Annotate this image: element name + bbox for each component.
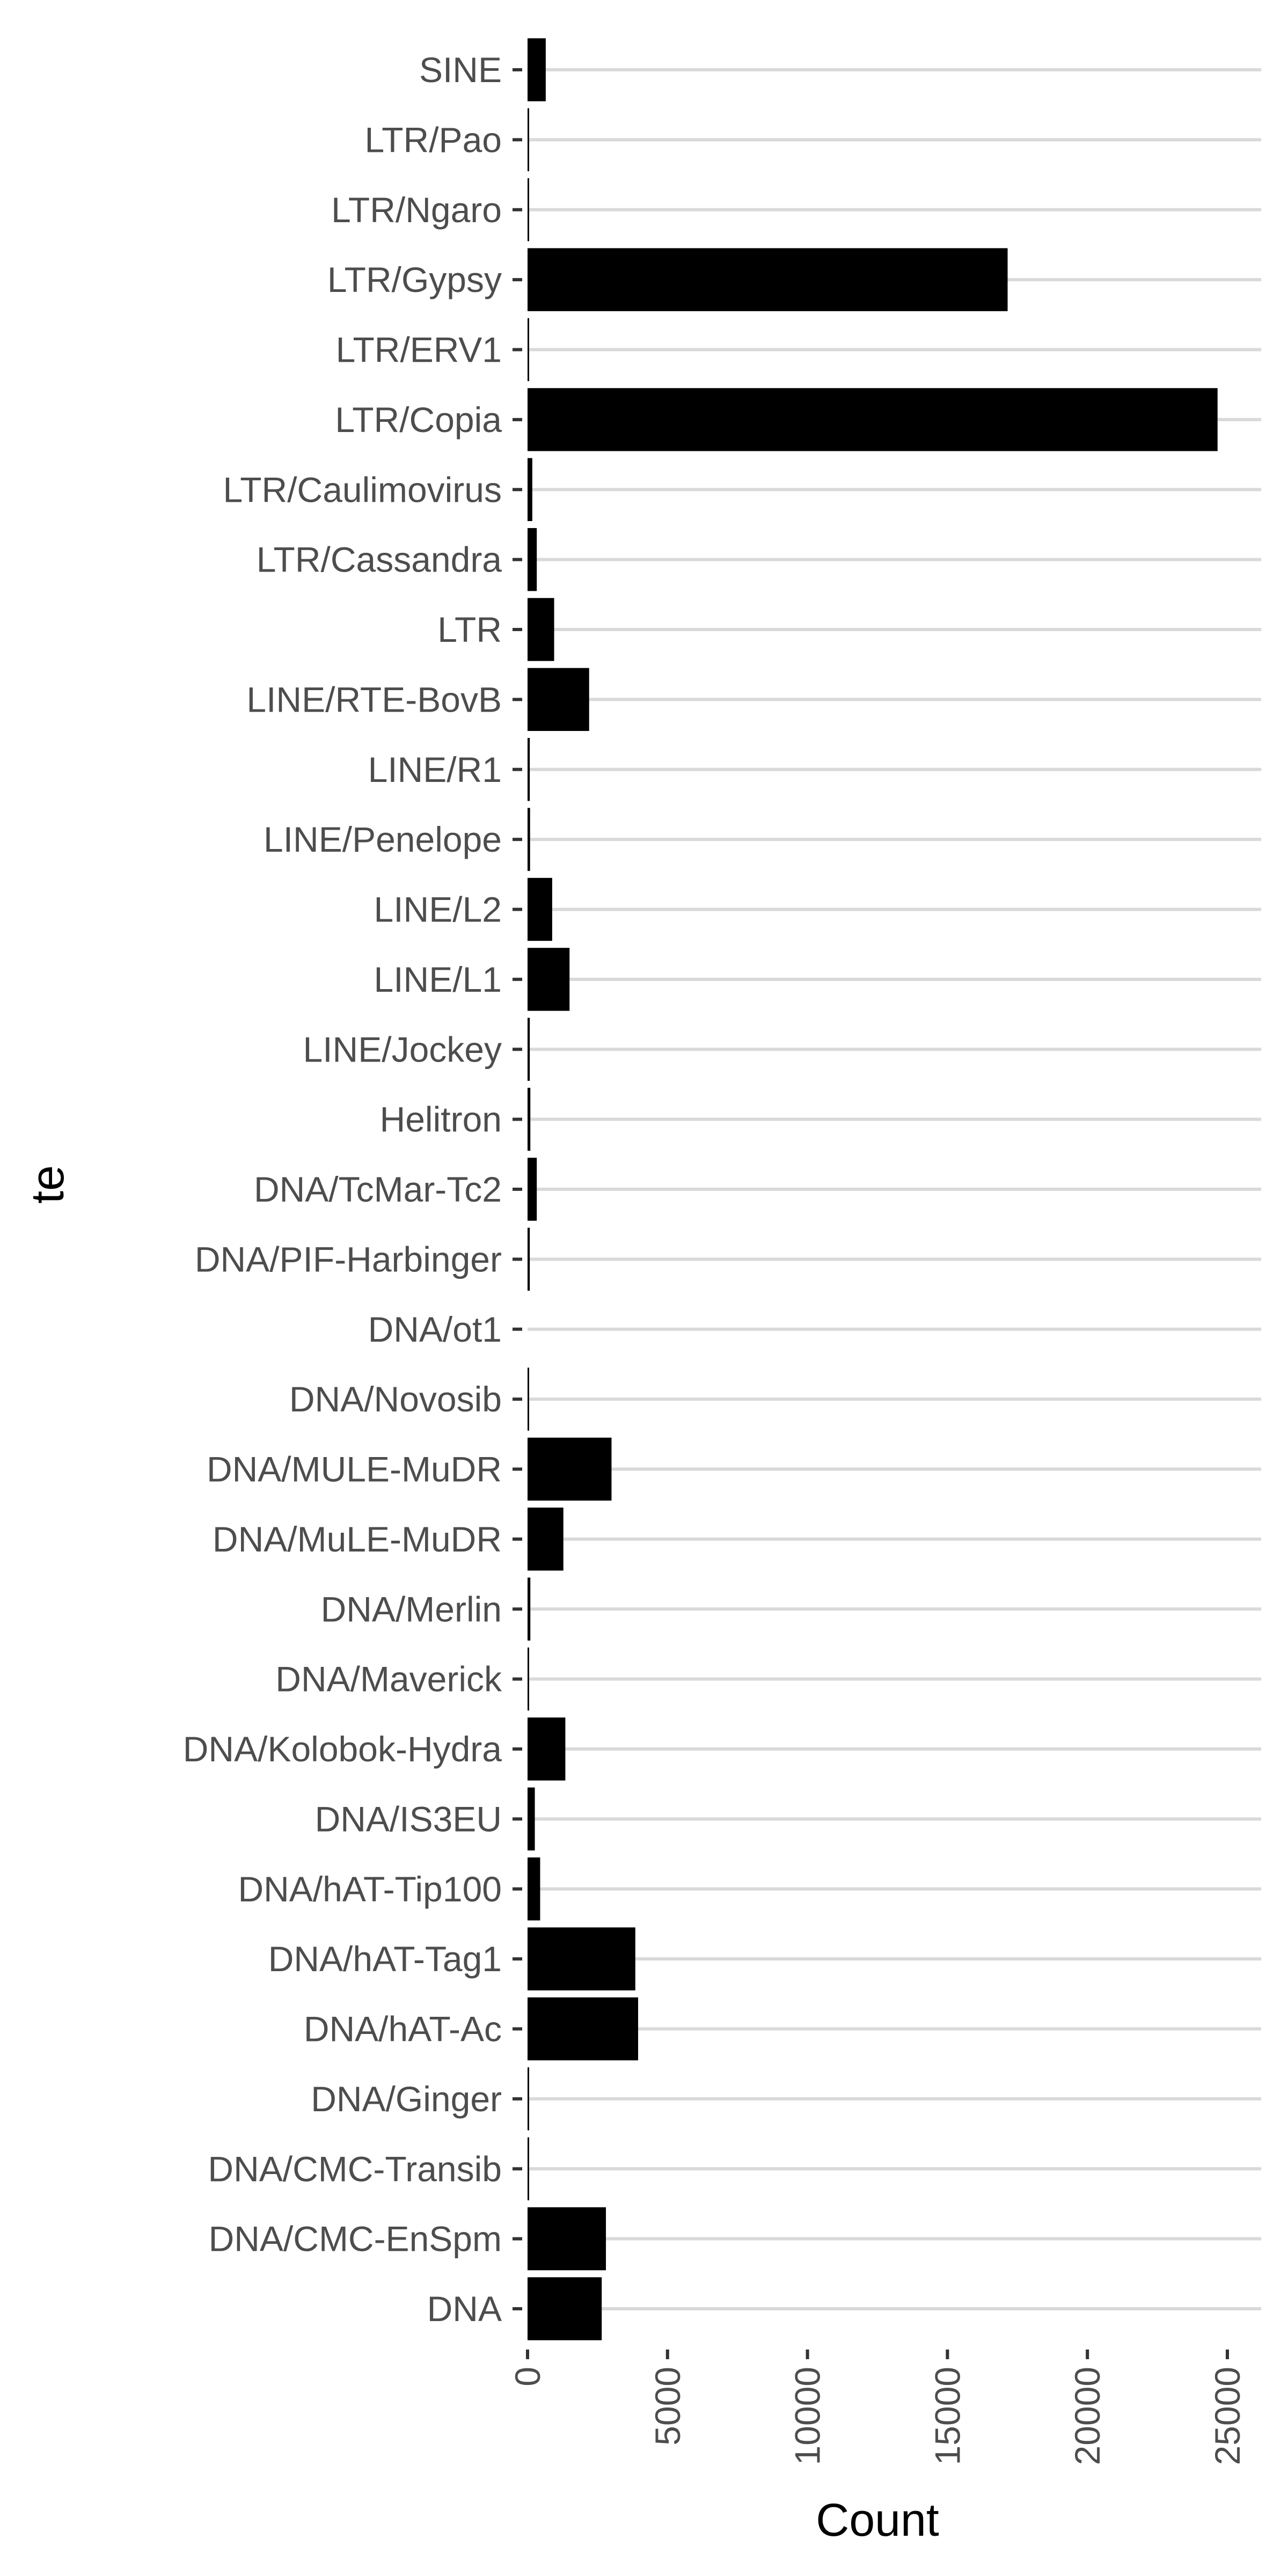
bar-line-penelope bbox=[528, 808, 530, 871]
y-tick-label: DNA/IS3EU bbox=[315, 1799, 502, 1839]
x-tick-label: 5000 bbox=[648, 2367, 687, 2446]
y-tick-label: DNA/MULE-MuDR bbox=[207, 1450, 502, 1489]
y-tick-label: DNA/Novosib bbox=[289, 1379, 502, 1419]
bar-dna-hat-ac bbox=[528, 1997, 639, 2061]
bar-dna-kolobok-hydra bbox=[528, 1717, 566, 1781]
bar-ltr-caulimovirus bbox=[528, 458, 532, 521]
y-axis-title: te bbox=[22, 1165, 74, 1204]
bar-dna-novosib bbox=[528, 1367, 529, 1431]
y-tick-label: LINE/Penelope bbox=[264, 819, 502, 859]
y-tick-label: LTR/Gypsy bbox=[327, 260, 502, 299]
bar-line-l2 bbox=[528, 877, 552, 941]
bars bbox=[528, 38, 1218, 2340]
bar-dna-merlin bbox=[528, 1577, 531, 1641]
y-tick-label: LTR/ERV1 bbox=[336, 330, 502, 370]
y-tick-label: DNA/Ginger bbox=[311, 2079, 502, 2119]
y-tick-label: DNA/TcMar-Tc2 bbox=[254, 1169, 502, 1209]
bar-dna-hat-tag1 bbox=[528, 1927, 635, 1990]
x-axis-title: Count bbox=[816, 2494, 939, 2546]
y-tick-label: LTR/Caulimovirus bbox=[223, 470, 502, 509]
y-tick-label: DNA/hAT-Ac bbox=[304, 2009, 502, 2049]
y-tick-label: DNA/PIF-Harbinger bbox=[195, 1239, 502, 1279]
bar-ltr-erv1 bbox=[528, 318, 529, 382]
bar-line-r1 bbox=[528, 738, 530, 801]
bar-ltr-ngaro bbox=[528, 178, 529, 241]
bar-ltr bbox=[528, 598, 554, 661]
x-tick-label: 15000 bbox=[927, 2367, 967, 2465]
x-axis: 0 5000 10000 15000 20000 25000 bbox=[508, 2350, 1247, 2465]
bar-ltr-gypsy bbox=[528, 248, 1008, 311]
y-tick-label: LTR/Ngaro bbox=[331, 190, 502, 230]
bar-line-jockey bbox=[528, 1018, 530, 1081]
y-tick-label: LINE/L2 bbox=[374, 890, 502, 930]
bar-ltr-cassandra bbox=[528, 528, 537, 591]
y-tick-label: DNA/CMC-Transib bbox=[208, 2149, 502, 2189]
bar-helitron bbox=[528, 1087, 531, 1151]
bar-dna-is3eu bbox=[528, 1787, 535, 1851]
y-axis: SINE LTR/Pao LTR/Ngaro LTR/Gypsy LTR/ERV1 LTR… bbox=[183, 50, 522, 2329]
y-tick-label: LINE/RTE-BovB bbox=[246, 679, 502, 719]
bar-ltr-pao bbox=[528, 108, 529, 172]
bar-ltr-copia bbox=[528, 388, 1218, 451]
x-tick-label: 10000 bbox=[788, 2367, 828, 2465]
y-tick-label: SINE bbox=[419, 50, 502, 90]
y-tick-label: LINE/L1 bbox=[374, 960, 502, 999]
bar-dna-maverick bbox=[528, 1647, 529, 1711]
y-tick-label: DNA/Kolobok-Hydra bbox=[183, 1729, 502, 1769]
bar-dna-pif-harbinger bbox=[528, 1227, 530, 1291]
y-tick-label: LTR/Pao bbox=[364, 120, 502, 159]
y-tick-label: DNA/ot1 bbox=[368, 1309, 502, 1349]
y-tick-label: LTR/Cassandra bbox=[257, 540, 502, 580]
y-tick-label: LTR/Copia bbox=[335, 400, 502, 440]
bar-sine bbox=[528, 38, 546, 101]
bar-dna-tcmar-tc2 bbox=[528, 1158, 537, 1221]
y-tick-label: DNA/Merlin bbox=[321, 1589, 502, 1629]
x-tick-label: 0 bbox=[508, 2367, 547, 2387]
bar-dna-hat-tip100 bbox=[528, 1857, 540, 1921]
bar-dna-mule-mudr bbox=[528, 1437, 612, 1501]
y-tick-label: DNA/hAT-Tip100 bbox=[238, 1869, 502, 1909]
bar-line-l1 bbox=[528, 948, 570, 1011]
x-tick-label: 20000 bbox=[1067, 2367, 1107, 2465]
y-tick-label: DNA/hAT-Tag1 bbox=[268, 1939, 502, 1979]
bar-dna-mule-mudr bbox=[528, 1507, 564, 1571]
bar-dna bbox=[528, 2277, 602, 2340]
bar-dna-cmc-transib bbox=[528, 2137, 529, 2200]
bar-line-rte-bovb bbox=[528, 668, 589, 731]
y-tick-label: LTR bbox=[437, 610, 502, 649]
y-tick-label: LINE/Jockey bbox=[303, 1029, 502, 1069]
y-tick-label: DNA/CMC-EnSpm bbox=[209, 2219, 502, 2259]
y-tick-label: DNA bbox=[427, 2289, 502, 2329]
y-tick-label: DNA/MuLE-MuDR bbox=[213, 1519, 502, 1559]
x-tick-label: 25000 bbox=[1208, 2367, 1247, 2465]
bar-dna-cmc-enspm bbox=[528, 2207, 606, 2271]
y-tick-label: DNA/Maverick bbox=[275, 1659, 502, 1699]
y-tick-label: LINE/R1 bbox=[368, 750, 502, 789]
y-tick-label: Helitron bbox=[380, 1100, 502, 1139]
bar-dna-ginger bbox=[528, 2067, 529, 2131]
